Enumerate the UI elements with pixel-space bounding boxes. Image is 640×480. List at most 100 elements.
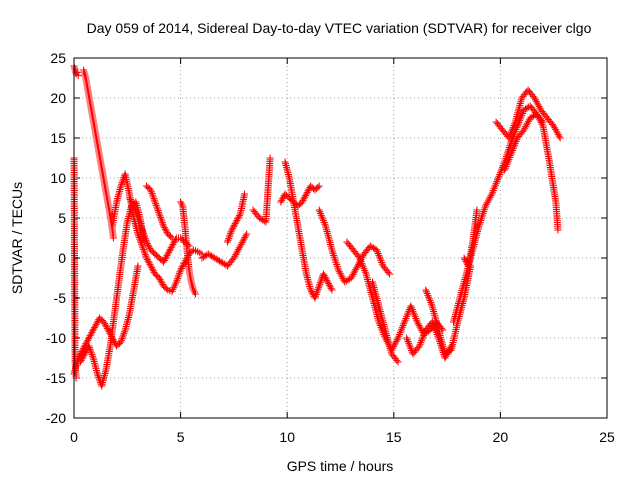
data-point-marker <box>415 321 423 329</box>
data-point-marker <box>320 218 328 226</box>
data-point-marker <box>137 239 145 247</box>
data-point-marker <box>517 113 525 121</box>
data-point-marker <box>154 207 162 215</box>
data-point-marker <box>318 213 326 221</box>
data-point-marker <box>482 200 490 208</box>
data-point-marker <box>158 217 166 225</box>
data-point-marker <box>511 139 519 147</box>
data-point-marker <box>419 333 427 341</box>
data-point-marker <box>141 251 149 259</box>
data-point-marker <box>533 99 541 107</box>
data-point-marker <box>427 300 435 308</box>
data-point-marker <box>160 222 168 230</box>
data-point-marker <box>376 320 384 328</box>
data-point-marker <box>328 246 336 254</box>
data-point-marker <box>300 195 308 203</box>
data-point-marker <box>94 372 102 380</box>
data-point-marker <box>149 267 157 275</box>
data-point-marker <box>416 323 424 331</box>
data-point-marker <box>177 264 185 272</box>
data-point-marker <box>145 243 153 251</box>
data-point-marker <box>422 286 430 294</box>
data-point-marker <box>162 285 170 293</box>
data-point-marker <box>536 117 544 125</box>
data-point-marker <box>520 126 528 134</box>
data-point-marker <box>506 152 514 160</box>
data-point-marker <box>141 233 149 241</box>
data-point-marker <box>230 221 238 229</box>
data-point-marker <box>118 335 126 343</box>
data-point-marker <box>392 337 400 345</box>
data-point-marker <box>391 339 399 347</box>
data-point-marker <box>141 235 149 243</box>
data-point-marker <box>84 336 92 344</box>
data-point-marker <box>102 321 110 329</box>
data-point-marker <box>74 72 82 80</box>
data-point-marker <box>556 134 564 142</box>
data-point-marker <box>426 297 434 305</box>
data-point-marker <box>232 251 240 259</box>
data-point-marker <box>373 248 381 256</box>
data-point-marker <box>81 350 89 358</box>
data-point-marker <box>311 294 319 302</box>
data-point-marker <box>79 353 87 361</box>
y-tick-label: 20 <box>50 90 66 106</box>
data-point-marker <box>150 196 158 204</box>
data-point-marker <box>401 316 409 324</box>
data-point-marker <box>152 201 160 209</box>
data-point-marker <box>155 208 163 216</box>
data-point-marker <box>473 206 481 214</box>
data-point-marker <box>174 273 182 281</box>
data-point-marker <box>505 145 513 153</box>
data-point-marker <box>396 329 404 337</box>
data-point-marker <box>135 232 143 240</box>
data-point-marker <box>491 181 499 189</box>
data-point-marker <box>315 206 323 214</box>
data-point-marker <box>158 219 166 227</box>
y-tick-label: 15 <box>50 130 66 146</box>
data-point-marker <box>166 245 174 253</box>
data-point-marker <box>329 250 337 258</box>
data-point-marker <box>462 257 470 265</box>
data-point-marker <box>167 244 175 252</box>
data-point-marker <box>481 204 489 212</box>
data-point-marker <box>551 124 559 132</box>
data-point-marker <box>479 209 487 217</box>
data-point-marker <box>554 226 562 234</box>
data-point-marker <box>524 117 532 125</box>
data-point-marker <box>393 336 401 344</box>
data-point-marker <box>400 318 408 326</box>
data-point-marker <box>375 318 383 326</box>
data-point-marker <box>109 234 117 242</box>
data-point-marker <box>359 261 367 269</box>
data-point-marker <box>175 269 183 277</box>
data-point-marker <box>156 212 164 220</box>
data-point-marker <box>93 319 101 327</box>
data-point-marker <box>148 265 156 273</box>
data-point-marker <box>307 286 315 294</box>
x-axis-label: GPS time / hours <box>287 458 394 474</box>
data-point-marker <box>325 280 333 288</box>
data-point-marker <box>117 182 125 190</box>
data-point-marker <box>331 255 339 263</box>
data-point-marker <box>319 270 327 278</box>
data-point-marker <box>176 268 184 276</box>
data-point-marker <box>84 335 92 343</box>
data-point-marker <box>299 196 307 204</box>
data-point-marker <box>422 288 430 296</box>
data-point-marker <box>88 328 96 336</box>
data-point-marker <box>90 324 98 332</box>
data-point-marker <box>137 223 145 231</box>
data-point-marker <box>92 320 100 328</box>
data-point-marker <box>333 262 341 270</box>
data-point-marker <box>552 125 560 133</box>
data-point-marker <box>224 238 232 246</box>
data-point-marker <box>323 276 331 284</box>
data-point-marker <box>494 176 502 184</box>
data-point-marker <box>161 225 169 233</box>
data-point-marker <box>358 259 366 267</box>
data-point-marker <box>118 180 126 188</box>
data-point-marker <box>504 157 512 165</box>
data-point-marker <box>329 248 337 256</box>
data-point-marker <box>174 275 182 283</box>
